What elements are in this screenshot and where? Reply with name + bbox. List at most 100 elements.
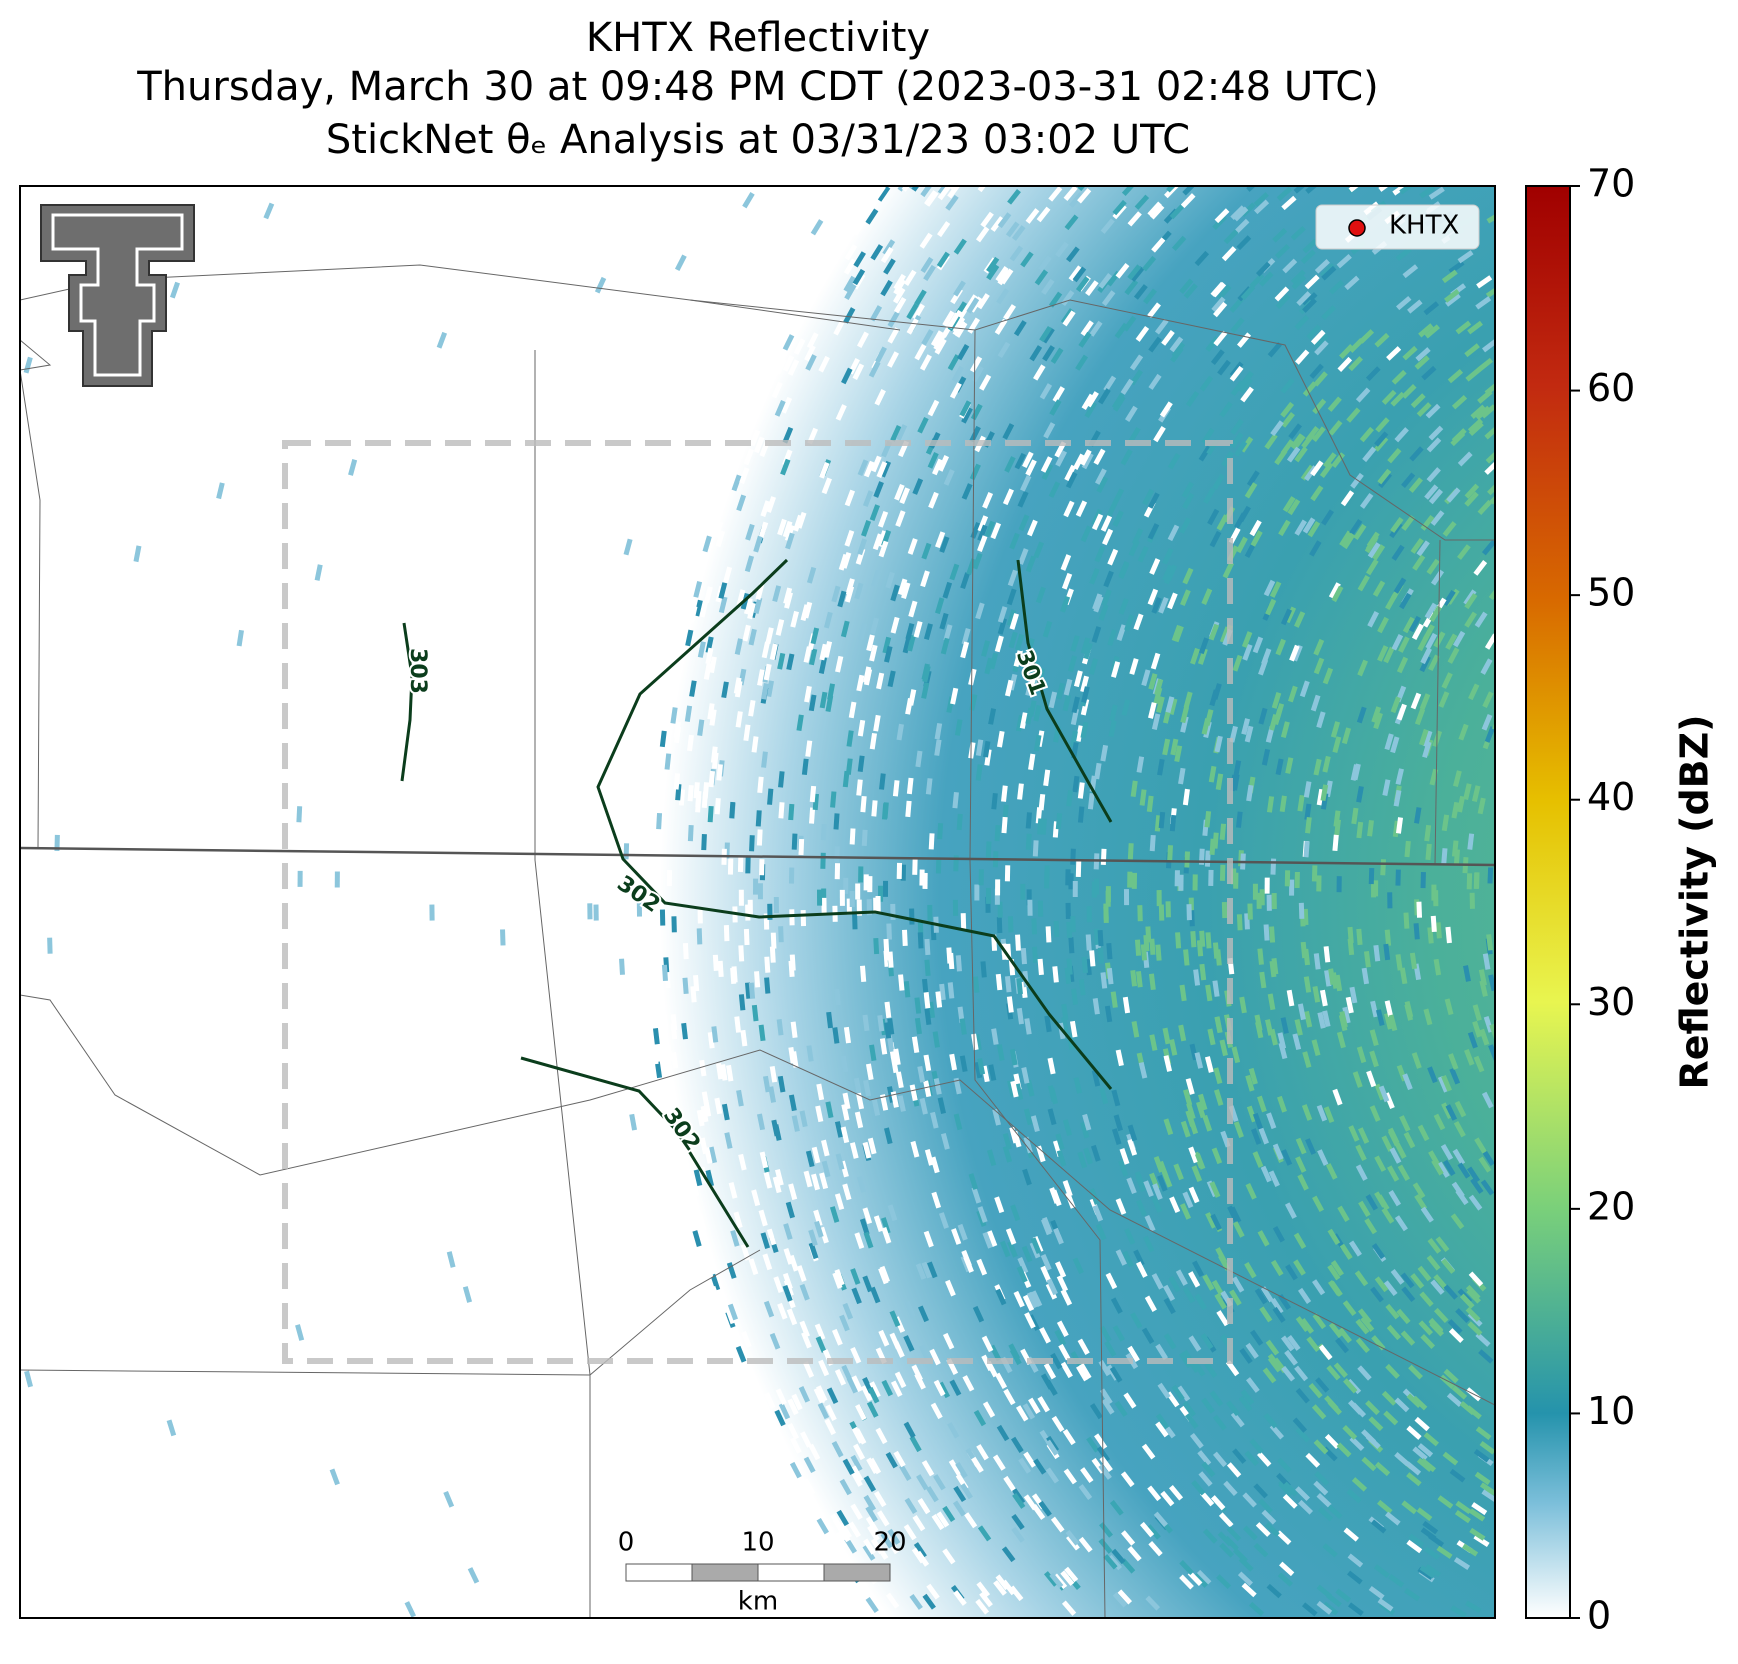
radar-gate [1455, 1500, 1472, 1515]
radar-gate [1061, 572, 1073, 590]
radar-gate [1401, 472, 1416, 488]
radar-gate [914, 344, 927, 361]
radar-gate [1055, 450, 1068, 467]
radar-gate [1209, 838, 1216, 855]
radar-gate [803, 1456, 816, 1474]
radar-gate [778, 1402, 791, 1420]
radar-gate [1182, 492, 1195, 510]
radar-gate [778, 273, 791, 290]
radar-gate [1384, 733, 1394, 751]
radar-gate [1366, 531, 1380, 548]
radar-gate [1480, 1179, 1495, 1196]
radar-gate [1077, 1338, 1090, 1355]
radar-gate [861, 829, 868, 847]
radar-gate [1288, 685, 1298, 703]
radar-gate [1431, 1159, 1444, 1176]
radar-gate [773, 896, 779, 914]
radar-gate [1060, 1289, 1073, 1306]
radar-gate [851, 1375, 863, 1392]
radar-gate [761, 641, 770, 659]
radar-gate [849, 891, 855, 908]
radar-gate [193, 651, 201, 669]
radar-gate [1063, 678, 1073, 696]
radar-gate [1044, 872, 1050, 889]
radar-gate [811, 1146, 821, 1164]
radar-gate [755, 810, 762, 827]
radar-gate [857, 755, 865, 773]
radar-gate [1315, 1377, 1330, 1393]
radar-gate [1045, 1379, 1058, 1396]
radar-gate [1303, 781, 1312, 798]
radar-gate [178, 1319, 188, 1337]
radar-gate [438, 1535, 451, 1553]
radar-gate [861, 1384, 873, 1402]
radar-gate [357, 1433, 368, 1451]
radar-gate [1258, 707, 1268, 725]
radar-gate [1188, 1186, 1200, 1204]
radar-gate [856, 779, 863, 796]
radar-gate [1446, 487, 1461, 503]
radar-gate [1385, 593, 1398, 610]
radar-gate [1223, 229, 1239, 245]
radar-gate [701, 833, 707, 851]
radar-gate [1151, 713, 1161, 731]
radar-gate [1133, 613, 1144, 631]
radar-gate [188, 341, 199, 359]
radar-gate [1148, 373, 1162, 390]
radar-gate [1473, 872, 1480, 890]
radar-gate [755, 583, 765, 600]
radar-gate [1313, 657, 1325, 675]
radar-gate [914, 997, 922, 1014]
radar-gate [85, 1528, 96, 1546]
radar-gate [1395, 247, 1412, 262]
radar-gate [1065, 471, 1078, 489]
radar-gate [311, 345, 322, 363]
radar-gate [1169, 204, 1185, 220]
radar-gate [817, 1402, 830, 1420]
radar-gate [1240, 386, 1254, 403]
radar-gate [1244, 482, 1258, 499]
radar-gate [950, 687, 959, 705]
radar-gate [1196, 1101, 1206, 1119]
radar-gate [1428, 186, 1445, 200]
radar-gate [913, 621, 923, 638]
radar-gate [1025, 208, 1040, 224]
radar-gate [930, 1402, 943, 1420]
radar-gate [697, 907, 703, 924]
radar-gate [1481, 539, 1495, 556]
radar-gate [1162, 738, 1171, 756]
radar-gate [863, 1475, 877, 1492]
radar-gate [1417, 634, 1430, 652]
radar-gate [1176, 1385, 1191, 1402]
radar-gate [1371, 1243, 1386, 1260]
radar-gate [1201, 1397, 1215, 1414]
radar-gate [951, 365, 964, 383]
radar-gate [1277, 1095, 1287, 1113]
radar-gate [671, 1051, 679, 1069]
radar-gate [1302, 1602, 1318, 1617]
radar-gate [896, 862, 903, 879]
radar-gate [203, 421, 213, 439]
radar-gate [1103, 570, 1114, 588]
radar-gate [1161, 330, 1175, 346]
radar-gate [1129, 354, 1144, 371]
radar-gate [304, 1574, 315, 1592]
radar-gate [233, 1459, 244, 1476]
radar-gate [1015, 1405, 1029, 1422]
radar-gate [1033, 541, 1045, 559]
radar-gate [301, 1266, 311, 1284]
radar-gate [715, 530, 725, 548]
radar-gate [731, 474, 742, 492]
radar-gate [1135, 1175, 1146, 1192]
radar-gate [906, 318, 919, 335]
radar-gate [825, 695, 834, 712]
radar-gate [1020, 883, 1026, 900]
radar-gate [269, 1110, 278, 1127]
radar-gate [1459, 1293, 1475, 1309]
radar-gate [1319, 989, 1328, 1007]
radar-gate [1349, 1436, 1365, 1452]
radar-gate [1133, 284, 1148, 300]
radar-gate [834, 1368, 847, 1386]
radar-gate [1356, 706, 1367, 724]
radar-gate [1065, 869, 1071, 886]
